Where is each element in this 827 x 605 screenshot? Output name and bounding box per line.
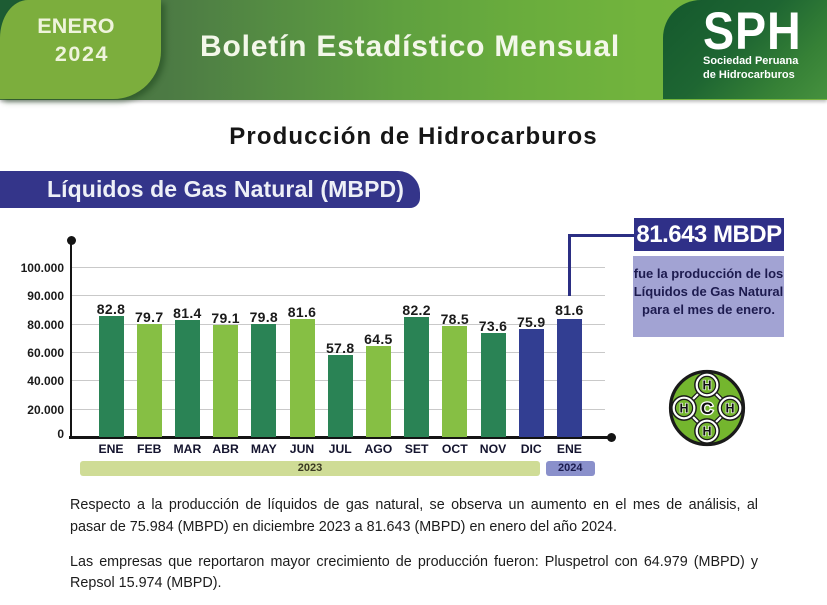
svg-text:C: C <box>701 399 713 418</box>
svg-text:H: H <box>725 401 734 415</box>
svg-text:H: H <box>702 424 711 438</box>
svg-text:H: H <box>679 401 688 415</box>
svg-text:H: H <box>702 378 711 392</box>
